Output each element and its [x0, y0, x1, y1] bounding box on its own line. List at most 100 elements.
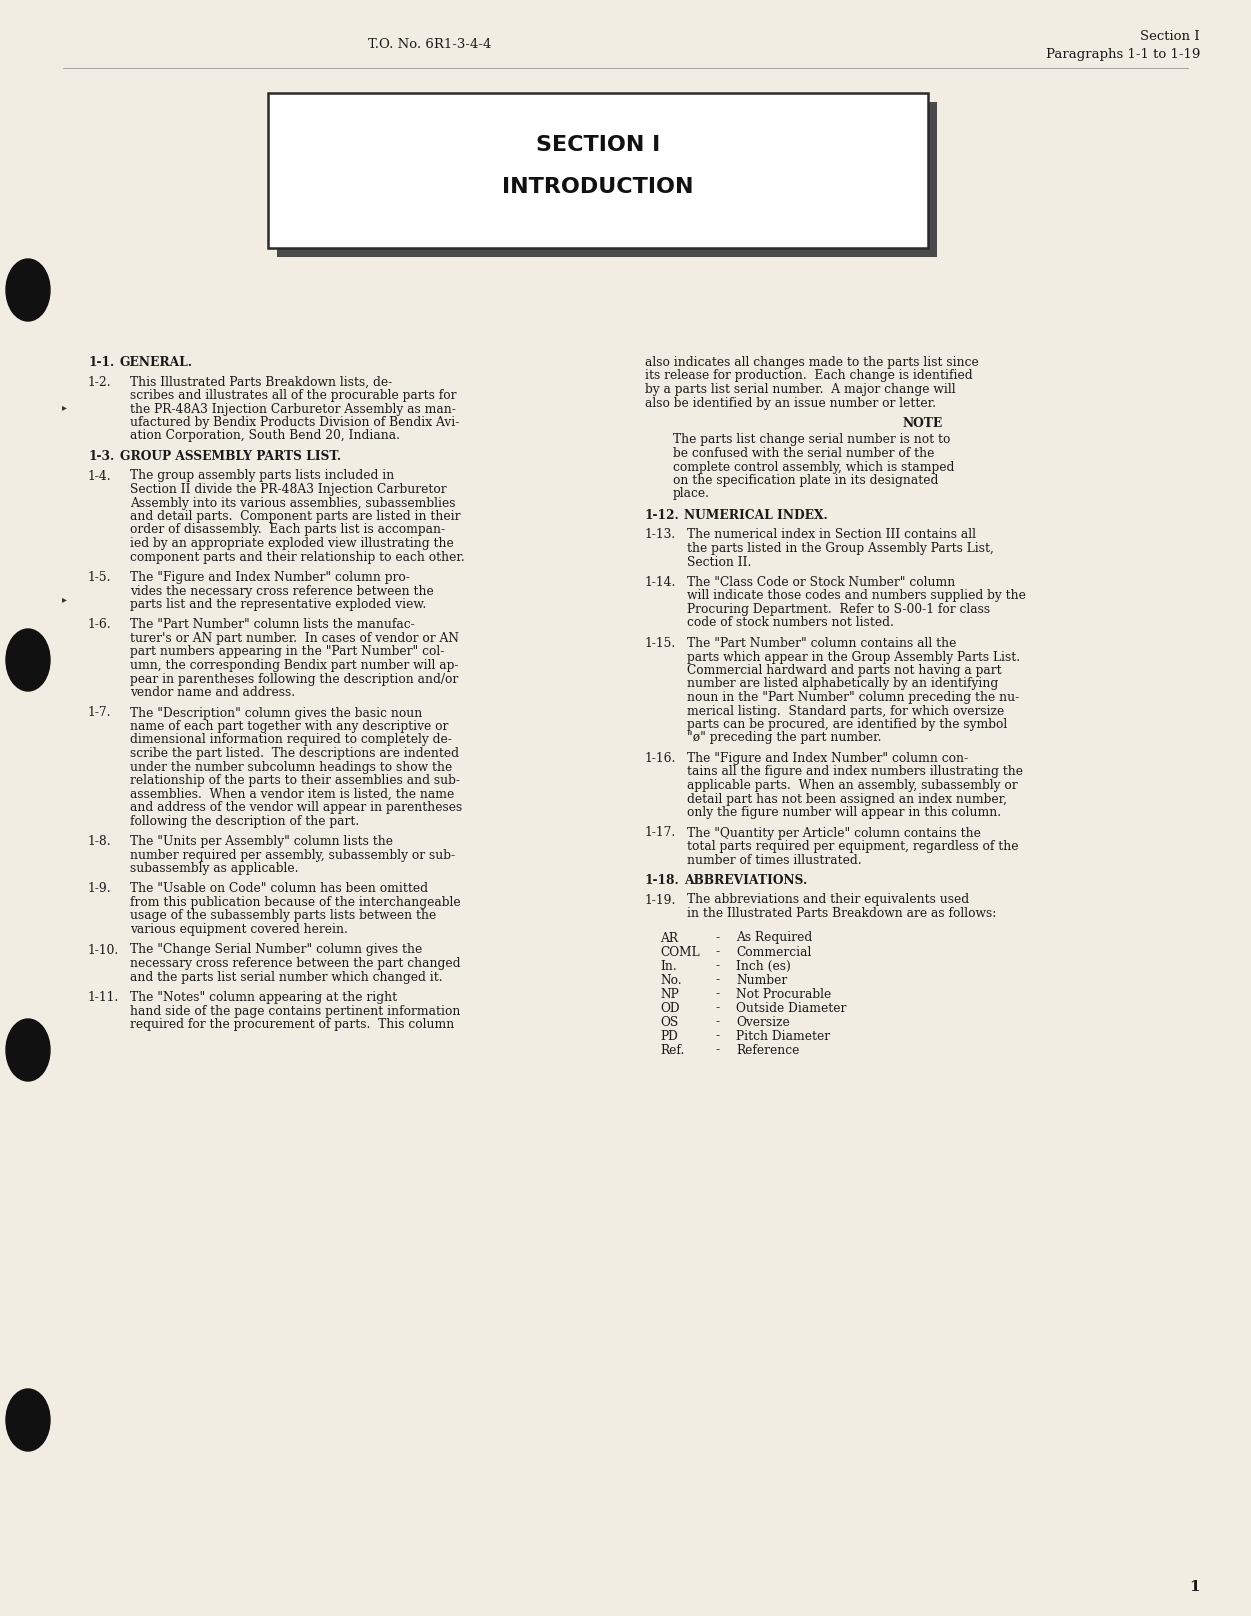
Text: part numbers appearing in the "Part Number" col-: part numbers appearing in the "Part Numb…	[130, 645, 444, 658]
Text: The "Class Code or Stock Number" column: The "Class Code or Stock Number" column	[687, 575, 956, 588]
Text: The abbreviations and their equivalents used: The abbreviations and their equivalents …	[687, 894, 970, 907]
Text: Section II divide the PR-48A3 Injection Carburetor: Section II divide the PR-48A3 Injection …	[130, 483, 447, 496]
Text: by a parts list serial number.  A major change will: by a parts list serial number. A major c…	[646, 383, 956, 396]
Text: the parts listed in the Group Assembly Parts List,: the parts listed in the Group Assembly P…	[687, 541, 993, 554]
Text: scribes and illustrates all of the procurable parts for: scribes and illustrates all of the procu…	[130, 389, 457, 402]
Text: AR: AR	[661, 931, 678, 944]
Text: Section I: Section I	[1141, 31, 1200, 44]
Text: 1-15.: 1-15.	[646, 637, 677, 650]
Text: complete control assembly, which is stamped: complete control assembly, which is stam…	[673, 461, 955, 473]
Text: vides the necessary cross reference between the: vides the necessary cross reference betw…	[130, 585, 434, 598]
Text: detail part has not been assigned an index number,: detail part has not been assigned an ind…	[687, 792, 1007, 805]
Text: tains all the figure and index numbers illustrating the: tains all the figure and index numbers i…	[687, 766, 1023, 779]
Text: number are listed alphabetically by an identifying: number are listed alphabetically by an i…	[687, 677, 998, 690]
Text: 1-19.: 1-19.	[646, 894, 677, 907]
Text: required for the procurement of parts.  This column: required for the procurement of parts. T…	[130, 1018, 454, 1031]
Ellipse shape	[6, 1020, 50, 1081]
Text: The "Description" column gives the basic noun: The "Description" column gives the basic…	[130, 706, 423, 719]
Text: noun in the "Part Number" column preceding the nu-: noun in the "Part Number" column precedi…	[687, 692, 1020, 705]
Text: Number: Number	[736, 973, 787, 986]
Text: The "Figure and Index Number" column con-: The "Figure and Index Number" column con…	[687, 751, 968, 764]
Text: PD: PD	[661, 1029, 678, 1042]
Text: INTRODUCTION: INTRODUCTION	[502, 178, 694, 197]
Text: from this publication because of the interchangeable: from this publication because of the int…	[130, 895, 460, 908]
Text: As Required: As Required	[736, 931, 812, 944]
Text: umn, the corresponding Bendix part number will ap-: umn, the corresponding Bendix part numbe…	[130, 659, 459, 672]
Text: -: -	[716, 973, 721, 986]
Text: The "Quantity per Article" column contains the: The "Quantity per Article" column contai…	[687, 826, 981, 839]
Text: usage of the subassembly parts lists between the: usage of the subassembly parts lists bet…	[130, 910, 437, 923]
Ellipse shape	[6, 629, 50, 692]
Text: and the parts list serial number which changed it.: and the parts list serial number which c…	[130, 971, 443, 984]
Text: "ø" preceding the part number.: "ø" preceding the part number.	[687, 732, 882, 745]
Text: 1-9.: 1-9.	[88, 882, 111, 895]
Text: ▸: ▸	[63, 404, 66, 412]
Text: COML: COML	[661, 945, 699, 958]
Text: Outside Diameter: Outside Diameter	[736, 1002, 847, 1015]
Text: hand side of the page contains pertinent information: hand side of the page contains pertinent…	[130, 1005, 460, 1018]
Text: order of disassembly.  Each parts list is accompan-: order of disassembly. Each parts list is…	[130, 524, 445, 537]
Text: parts can be procured, are identified by the symbol: parts can be procured, are identified by…	[687, 718, 1007, 730]
Text: Pitch Diameter: Pitch Diameter	[736, 1029, 831, 1042]
Text: following the description of the part.: following the description of the part.	[130, 814, 359, 827]
Text: subassembly as applicable.: subassembly as applicable.	[130, 861, 299, 874]
Text: 1-2.: 1-2.	[88, 375, 111, 388]
Text: will indicate those codes and numbers supplied by the: will indicate those codes and numbers su…	[687, 590, 1026, 603]
Text: also be identified by an issue number or letter.: also be identified by an issue number or…	[646, 396, 936, 409]
Text: assemblies.  When a vendor item is listed, the name: assemblies. When a vendor item is listed…	[130, 787, 454, 800]
Text: OD: OD	[661, 1002, 679, 1015]
Text: 1-16.: 1-16.	[646, 751, 677, 764]
Text: Ref.: Ref.	[661, 1044, 684, 1057]
Text: -: -	[716, 987, 721, 1000]
Text: -: -	[716, 945, 721, 958]
Text: turer's or AN part number.  In cases of vendor or AN: turer's or AN part number. In cases of v…	[130, 632, 459, 645]
Text: The "Change Serial Number" column gives the: The "Change Serial Number" column gives …	[130, 944, 423, 957]
Text: -: -	[716, 1002, 721, 1015]
Text: ABBREVIATIONS.: ABBREVIATIONS.	[684, 874, 807, 887]
Text: The group assembly parts lists included in: The group assembly parts lists included …	[130, 470, 394, 483]
Text: relationship of the parts to their assemblies and sub-: relationship of the parts to their assem…	[130, 774, 460, 787]
Text: on the specification plate in its designated: on the specification plate in its design…	[673, 473, 938, 486]
Text: Section II.: Section II.	[687, 556, 752, 569]
Text: its release for production.  Each change is identified: its release for production. Each change …	[646, 370, 972, 383]
Text: GENERAL.: GENERAL.	[120, 356, 193, 368]
Text: vendor name and address.: vendor name and address.	[130, 687, 295, 700]
Text: NP: NP	[661, 987, 679, 1000]
Text: -: -	[716, 1029, 721, 1042]
Text: The "Usable on Code" column has been omitted: The "Usable on Code" column has been omi…	[130, 882, 428, 895]
Text: Reference: Reference	[736, 1044, 799, 1057]
Text: -: -	[716, 1015, 721, 1028]
Text: 1-14.: 1-14.	[646, 575, 677, 588]
Text: scribe the part listed.  The descriptions are indented: scribe the part listed. The descriptions…	[130, 747, 459, 760]
Text: 1-8.: 1-8.	[88, 835, 111, 848]
Text: Paragraphs 1-1 to 1-19: Paragraphs 1-1 to 1-19	[1046, 48, 1200, 61]
Text: name of each part together with any descriptive or: name of each part together with any desc…	[130, 721, 448, 734]
Text: Commercial: Commercial	[736, 945, 812, 958]
Text: ied by an appropriate exploded view illustrating the: ied by an appropriate exploded view illu…	[130, 537, 454, 549]
Text: ufactured by Bendix Products Division of Bendix Avi-: ufactured by Bendix Products Division of…	[130, 415, 459, 428]
Text: 1-18.: 1-18.	[646, 874, 679, 887]
Text: -: -	[716, 1044, 721, 1057]
Ellipse shape	[6, 1390, 50, 1451]
Text: The numerical index in Section III contains all: The numerical index in Section III conta…	[687, 528, 976, 541]
Text: necessary cross reference between the part changed: necessary cross reference between the pa…	[130, 957, 460, 970]
Text: 1: 1	[1190, 1580, 1200, 1593]
Text: the PR-48A3 Injection Carburetor Assembly as man-: the PR-48A3 Injection Carburetor Assembl…	[130, 402, 455, 415]
Text: and detail parts.  Component parts are listed in their: and detail parts. Component parts are li…	[130, 511, 460, 524]
Text: merical listing.  Standard parts, for which oversize: merical listing. Standard parts, for whi…	[687, 705, 1005, 718]
Text: 1-13.: 1-13.	[646, 528, 677, 541]
Text: component parts and their relationship to each other.: component parts and their relationship t…	[130, 551, 465, 564]
Text: The "Part Number" column lists the manufac-: The "Part Number" column lists the manuf…	[130, 619, 415, 632]
Text: 1-4.: 1-4.	[88, 470, 111, 483]
Text: total parts required per equipment, regardless of the: total parts required per equipment, rega…	[687, 840, 1018, 853]
Text: ation Corporation, South Bend 20, Indiana.: ation Corporation, South Bend 20, Indian…	[130, 430, 400, 443]
Text: GROUP ASSEMBLY PARTS LIST.: GROUP ASSEMBLY PARTS LIST.	[120, 449, 342, 464]
Text: OS: OS	[661, 1015, 678, 1028]
Text: -: -	[716, 960, 721, 973]
Text: applicable parts.  When an assembly, subassembly or: applicable parts. When an assembly, suba…	[687, 779, 1017, 792]
Text: 1-12.: 1-12.	[646, 509, 679, 522]
Text: and address of the vendor will appear in parentheses: and address of the vendor will appear in…	[130, 802, 463, 814]
Text: in the Illustrated Parts Breakdown are as follows:: in the Illustrated Parts Breakdown are a…	[687, 907, 996, 920]
Text: parts list and the representative exploded view.: parts list and the representative explod…	[130, 598, 427, 611]
Text: dimensional information required to completely de-: dimensional information required to comp…	[130, 734, 452, 747]
